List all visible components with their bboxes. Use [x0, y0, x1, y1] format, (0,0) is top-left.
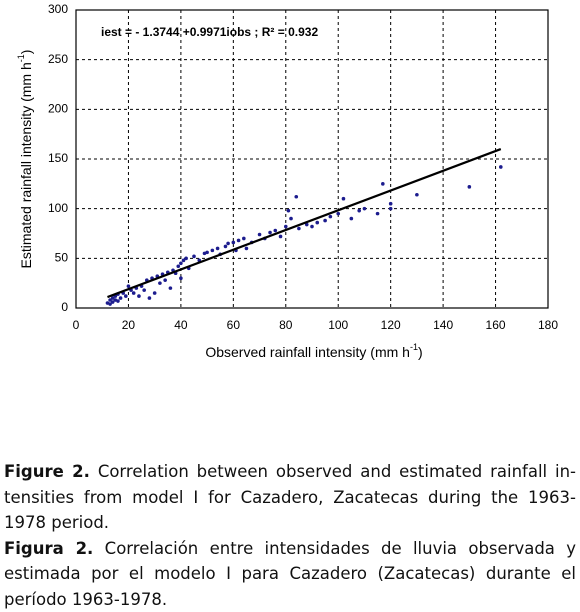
data-point [273, 229, 277, 233]
caption-line: Figure 2. Correlation between observed a… [4, 459, 576, 485]
caption-text: período 1963-1978. [4, 590, 167, 609]
caption-label: Figure 2. [4, 462, 90, 481]
data-point [132, 291, 136, 295]
data-point [237, 239, 241, 243]
data-point [389, 207, 393, 211]
y-tick-label: 250 [48, 52, 68, 66]
y-tick-label: 300 [48, 2, 68, 16]
data-point [284, 225, 288, 229]
data-point [279, 235, 283, 239]
y-label-end: ) [18, 50, 34, 55]
x-label-end: ) [418, 344, 423, 360]
caption-label: Figura 2. [4, 539, 93, 558]
data-point [232, 241, 236, 245]
x-tick-label: 120 [381, 318, 401, 332]
captions: Figure 2. Correlation between observed a… [4, 459, 576, 612]
data-point [116, 299, 120, 303]
y-label-text: Estimated rainfall intensity (mm h [18, 62, 34, 268]
data-point [192, 255, 196, 259]
y-tick-label: 50 [55, 251, 69, 265]
caption-text: estimada por el modelo I para Cazadero (… [4, 564, 576, 583]
data-point [329, 215, 333, 219]
x-tick-label: 140 [433, 318, 453, 332]
data-point [245, 247, 249, 251]
data-point [258, 233, 262, 237]
data-point [142, 288, 146, 292]
y-tick-label: 100 [48, 201, 68, 215]
x-tick-label: 40 [174, 318, 188, 332]
data-point [127, 284, 131, 288]
data-point [216, 247, 220, 251]
caption-line: 1978 period. [4, 510, 576, 536]
data-point [389, 202, 393, 206]
data-point [137, 294, 141, 298]
data-point [287, 209, 291, 213]
x-tick-label: 100 [328, 318, 348, 332]
y-label-sup: -1 [16, 54, 26, 62]
x-tick-label: 60 [227, 318, 241, 332]
x-tick-label: 20 [122, 318, 136, 332]
data-point [224, 245, 228, 249]
data-point [415, 193, 419, 197]
caption-line: tensities from model I for Cazadero, Zac… [4, 485, 576, 511]
data-point [323, 219, 327, 223]
data-point [169, 286, 173, 290]
caption-text: 1978 period. [4, 513, 109, 532]
caption-text: Correlación entre intensidades de lluvia… [105, 539, 576, 558]
data-point [205, 251, 209, 255]
x-label-sup: -1 [410, 342, 418, 352]
x-axis-label: Observed rainfall intensity (mm h-1) [205, 342, 422, 359]
data-point [350, 217, 354, 221]
y-tick-label: 150 [48, 151, 68, 165]
y-axis-label: Estimated rainfall intensity (mm h-1) [16, 50, 33, 269]
data-point [148, 296, 152, 300]
caption-line: Figura 2. Correlación entre intensidades… [4, 536, 576, 562]
data-point [336, 212, 340, 216]
caption-line: estimada por el modelo I para Cazadero (… [4, 561, 576, 587]
data-point [179, 276, 183, 280]
data-point [342, 197, 346, 201]
data-point [184, 257, 188, 261]
caption-text: Correlation between observed and estimat… [98, 462, 576, 481]
data-point [468, 185, 472, 189]
y-tick-label: 200 [48, 102, 68, 116]
data-point [119, 296, 123, 300]
data-point [124, 294, 128, 298]
data-point [376, 212, 380, 216]
data-point [381, 182, 385, 186]
x-tick-label: 80 [279, 318, 293, 332]
caption-text: tensities from model I for Cazadero, Zac… [4, 488, 576, 507]
data-point [242, 237, 246, 241]
equation-annotation: iest = - 1.3744 +0.9971iobs ; R² = 0.932 [101, 25, 318, 39]
data-point [153, 291, 157, 295]
fit-line [107, 149, 500, 297]
data-point [315, 221, 319, 225]
x-label-text: Observed rainfall intensity (mm h [205, 344, 410, 360]
data-point [294, 195, 298, 199]
data-point [158, 281, 162, 285]
caption-line: período 1963-1978. [4, 587, 576, 612]
data-point [211, 249, 215, 253]
data-point [268, 231, 272, 235]
x-tick-label: 160 [486, 318, 506, 332]
data-point [176, 264, 180, 268]
data-point [499, 165, 503, 169]
data-point [357, 209, 361, 213]
chart: iest = - 1.3744 +0.9971iobs ; R² = 0.932… [0, 0, 580, 400]
y-tick-label: 0 [61, 300, 68, 314]
x-tick-label: 0 [73, 318, 80, 332]
data-point [297, 227, 301, 231]
data-point [163, 278, 167, 282]
data-point [226, 242, 230, 246]
data-point [310, 225, 314, 229]
data-point [289, 217, 293, 221]
x-tick-label: 180 [538, 318, 558, 332]
data-point [363, 207, 367, 211]
data-point [179, 262, 183, 266]
